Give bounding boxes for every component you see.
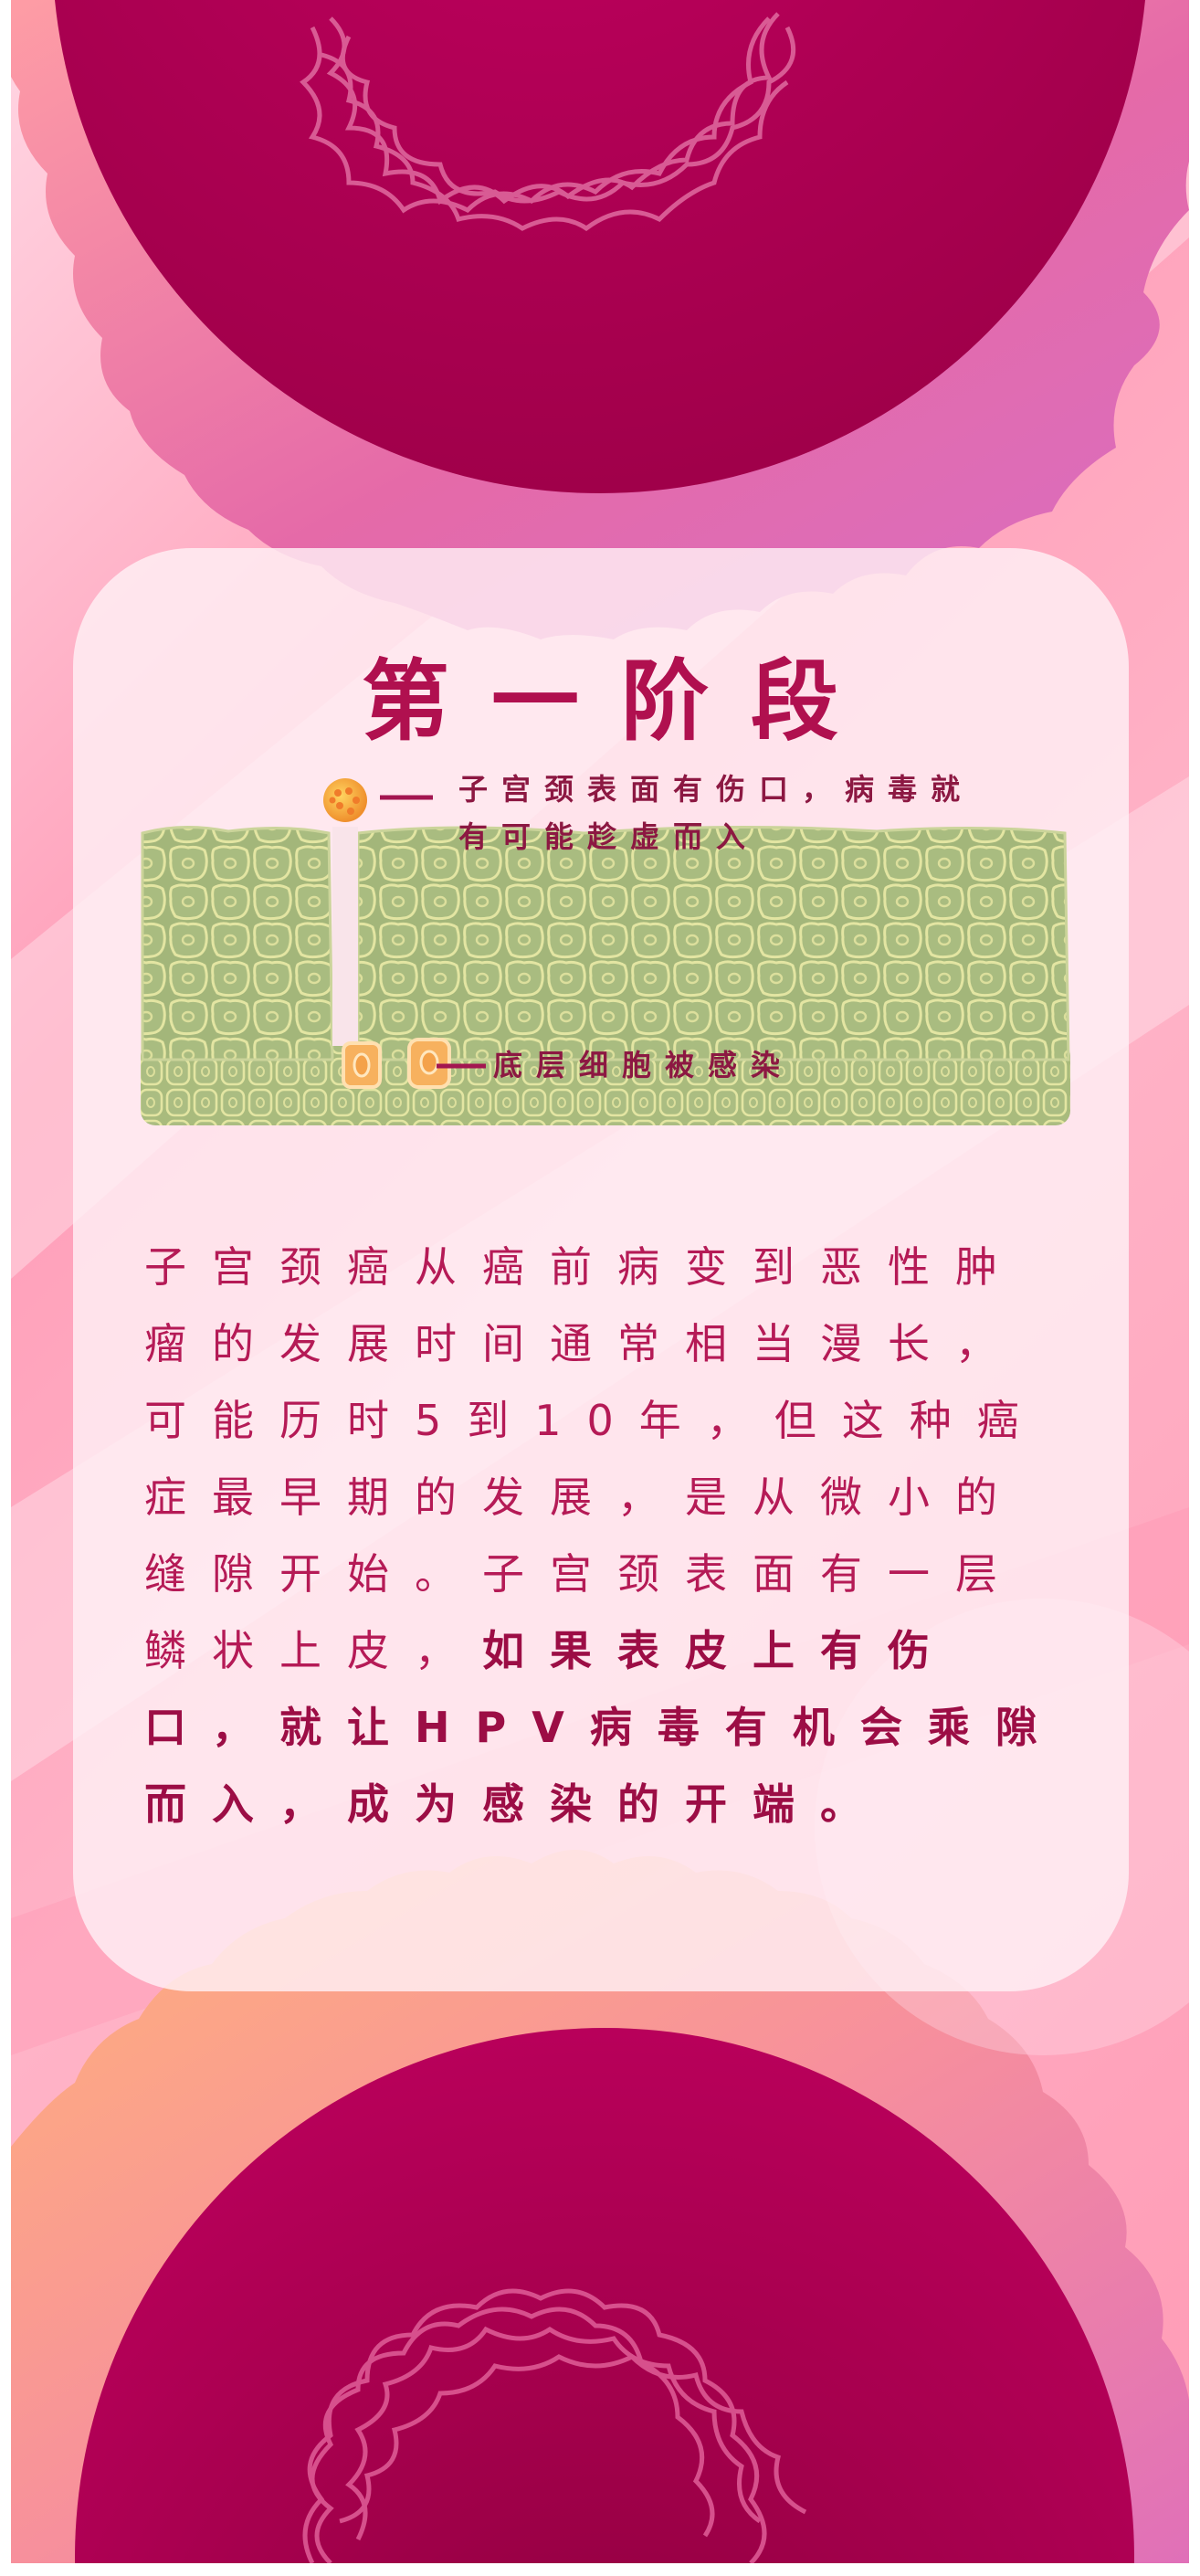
wound-callout-line-2: 有可能趁虚而入 [458,819,760,854]
bottom-dark-circle [75,2028,1134,2563]
description-emphasis: 如果表皮上有伤口，就让HPV病毒有机会乘隙而入，成为感染的开端。 [144,1626,1063,1829]
description-paragraph: 子宫颈癌从癌前病变到恶性肿瘤的发展时间通常相当漫长，可能历时5到10年，但这种癌… [144,1229,1067,1842]
top-dark-circle [55,0,1145,493]
stage-title: 第一阶段 [362,650,880,753]
wound-callout: 子宫颈表面有伤口，病毒就 有可能趁虚而入 [458,765,1079,860]
wound-callout-line-1: 子宫颈表面有伤口，病毒就 [458,772,974,807]
bottom-squiggle-ring [302,2288,807,2563]
content-panel [73,548,1129,1991]
infected-callout: 底层细胞被感染 [493,1048,795,1082]
description-plain: 子宫颈癌从癌前病变到恶性肿瘤的发展时间通常相当漫长，可能历时5到10年，但这种癌… [144,1242,1045,1675]
top-squiggle-ring [300,12,796,232]
